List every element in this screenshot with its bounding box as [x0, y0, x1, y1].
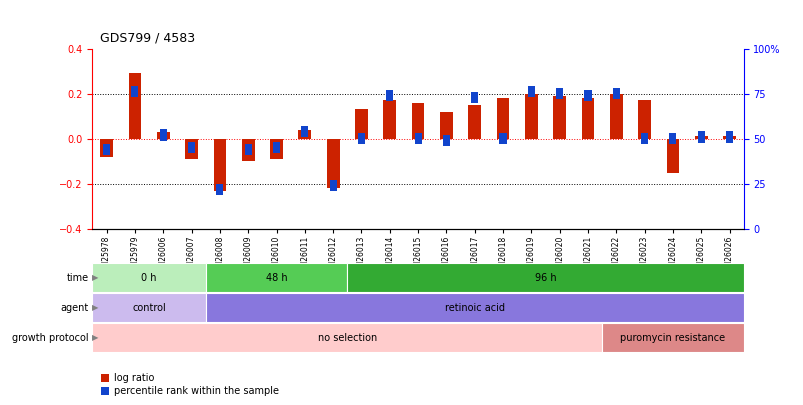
Text: control: control — [132, 303, 165, 313]
Bar — [442, 135, 450, 146]
Bar — [725, 131, 732, 143]
Bar — [347, 263, 743, 292]
Bar — [471, 92, 478, 103]
Text: 0 h: 0 h — [141, 273, 157, 283]
Bar — [206, 293, 743, 322]
Bar — [298, 130, 311, 139]
Bar — [103, 144, 110, 155]
Bar — [357, 133, 365, 144]
Text: GDS799 / 4583: GDS799 / 4583 — [100, 32, 195, 45]
Bar — [214, 139, 226, 190]
Bar — [468, 105, 480, 139]
Bar — [92, 323, 601, 352]
Bar — [329, 180, 336, 191]
Bar — [556, 88, 562, 99]
Bar — [694, 136, 707, 139]
Bar — [273, 142, 279, 153]
Bar — [270, 139, 283, 159]
Bar — [499, 133, 506, 144]
Bar — [527, 86, 534, 98]
Bar — [185, 139, 198, 159]
Bar — [552, 96, 565, 139]
Bar — [669, 133, 675, 144]
Text: agent: agent — [60, 303, 88, 313]
Bar — [496, 98, 509, 139]
Bar — [131, 86, 138, 98]
Bar — [411, 102, 424, 139]
Text: retinoic acid: retinoic acid — [444, 303, 504, 313]
Bar — [439, 112, 452, 139]
Bar — [188, 142, 195, 153]
Bar — [601, 323, 743, 352]
Bar — [666, 139, 679, 173]
Legend: log ratio, percentile rank within the sample: log ratio, percentile rank within the sa… — [97, 369, 283, 400]
Text: puromycin resistance: puromycin resistance — [620, 333, 724, 343]
Bar — [697, 131, 704, 143]
Bar — [584, 90, 591, 101]
Bar — [612, 88, 619, 99]
Bar — [414, 133, 421, 144]
Text: 96 h: 96 h — [534, 273, 556, 283]
Bar — [92, 263, 206, 292]
Bar — [638, 100, 650, 139]
Bar — [128, 73, 141, 139]
Bar — [326, 139, 339, 188]
Bar — [640, 133, 647, 144]
Text: ▶: ▶ — [92, 333, 98, 342]
Bar — [216, 183, 223, 195]
Text: ▶: ▶ — [92, 273, 98, 282]
Text: growth protocol: growth protocol — [12, 333, 88, 343]
Bar — [609, 94, 622, 139]
Text: ▶: ▶ — [92, 303, 98, 312]
Bar — [157, 132, 169, 139]
Bar — [160, 130, 166, 141]
Bar — [581, 98, 593, 139]
Bar — [355, 109, 367, 139]
Bar — [100, 139, 113, 157]
Bar — [524, 94, 537, 139]
Bar — [385, 90, 393, 101]
Text: no selection: no selection — [317, 333, 377, 343]
Bar — [301, 126, 308, 137]
Bar — [722, 136, 735, 139]
Text: time: time — [66, 273, 88, 283]
Bar — [383, 100, 396, 139]
Bar — [244, 144, 251, 155]
Text: 48 h: 48 h — [265, 273, 287, 283]
Bar — [206, 263, 347, 292]
Bar — [242, 139, 255, 161]
Bar — [92, 293, 206, 322]
